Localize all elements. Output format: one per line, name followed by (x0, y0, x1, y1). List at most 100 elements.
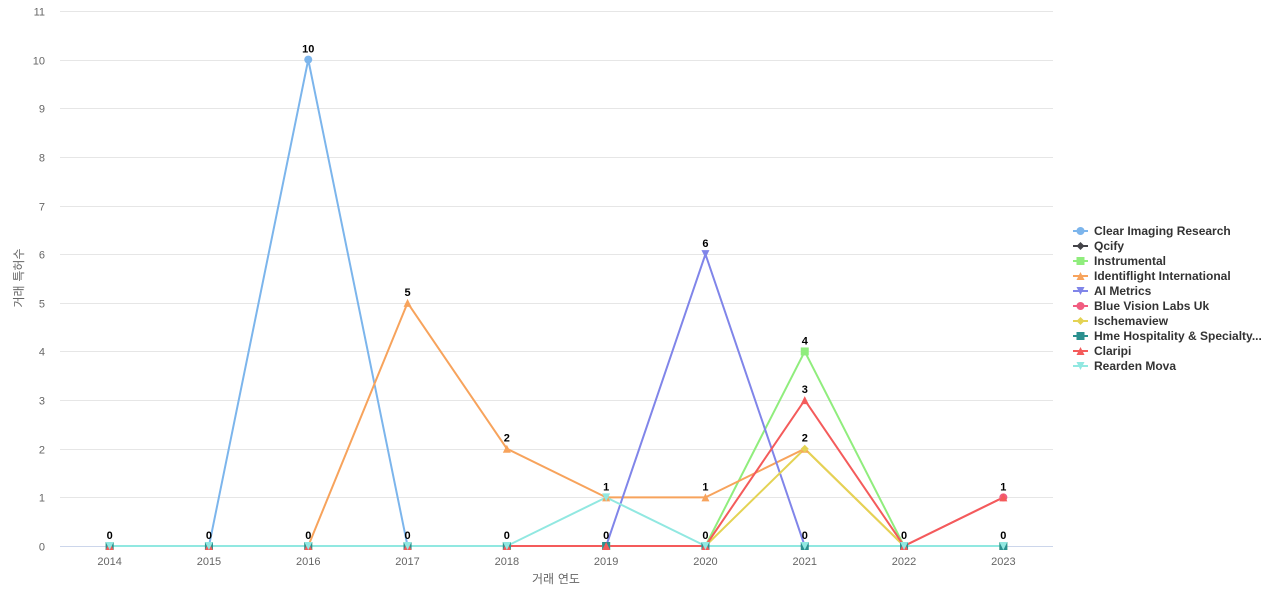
y-tick-label-2: 2 (39, 445, 45, 457)
legend-marker-blue-vision-labs-uk (1076, 302, 1085, 310)
legend-label-clear-imaging-research: Clear Imaging Research (1094, 224, 1231, 238)
point-claripi-2019 (602, 542, 611, 550)
data-label-rearden-mova-2018: 0 (504, 530, 510, 542)
legend-item-identiflight-international[interactable]: Identiflight International (1073, 269, 1231, 283)
data-label-ai-metrics-2020: 6 (702, 238, 708, 250)
point-rearden-mova-2022 (900, 542, 909, 550)
data-label-rearden-mova-2015: 0 (206, 530, 212, 542)
data-label-identiflight-international-2020: 1 (702, 481, 708, 493)
series-lines (108, 58, 1005, 547)
series-line-identiflight-international (108, 301, 1005, 547)
legend-marker-clear-imaging-research (1076, 227, 1085, 235)
legend-label-claripi: Claripi (1094, 344, 1131, 358)
legend-label-hme-hospitality-specialty: Hme Hospitality & Specialty... (1094, 329, 1262, 343)
point-ai-metrics-2020 (701, 250, 710, 259)
x-tick-label-2015: 2015 (197, 556, 221, 568)
legend-marker-hme-hospitality-specialty (1076, 332, 1085, 340)
legend-marker-ischemaview (1076, 317, 1085, 325)
x-tick-label-2020: 2020 (693, 556, 717, 568)
x-tick-label-2016: 2016 (296, 556, 320, 568)
y-tick-label-9: 9 (39, 104, 45, 116)
x-tick-label-2022: 2022 (892, 556, 916, 568)
data-label-identiflight-international-2018: 2 (504, 433, 510, 445)
data-label-claripi-2021: 3 (802, 384, 808, 396)
legend-label-ischemaview: Ischemaview (1094, 314, 1169, 328)
y-tick-label-11: 11 (34, 7, 45, 19)
point-rearden-mova-2015 (204, 542, 213, 550)
x-tick-label-2017: 2017 (395, 556, 419, 568)
data-label-identiflight-international-2017: 5 (404, 287, 410, 299)
x-tick-label-2019: 2019 (594, 556, 618, 568)
data-label-instrumental-2021: 4 (802, 335, 809, 347)
y-axis-title: 거래 특허수 (12, 248, 26, 307)
x-tick-label-2023: 2023 (991, 556, 1015, 568)
point-ischemaview-2021 (800, 444, 809, 453)
y-axis-tick-labels: 0 1 2 3 4 5 6 7 8 9 10 11 (33, 7, 45, 554)
legend-item-ischemaview[interactable]: Ischemaview (1073, 314, 1169, 328)
legend-marker-ai-metrics (1076, 287, 1085, 295)
point-rearden-mova-2018 (502, 542, 511, 550)
legend-label-qcify: Qcify (1094, 239, 1124, 253)
point-identiflight-international-2020 (701, 493, 710, 502)
data-label-clear-imaging-research-2016: 10 (302, 44, 314, 56)
legend-item-ai-metrics[interactable]: AI Metrics (1073, 284, 1152, 298)
series-markers (105, 55, 1008, 550)
point-rearden-mova-2021 (800, 542, 809, 550)
x-tick-label-2014: 2014 (97, 556, 121, 568)
legend: Clear Imaging ResearchQcifyInstrumentalI… (1073, 224, 1262, 373)
x-tick-label-2021: 2021 (793, 556, 817, 568)
point-rearden-mova-2019 (602, 493, 611, 502)
point-instrumental-2021 (800, 347, 809, 356)
legend-marker-identiflight-international (1076, 272, 1085, 280)
data-label-rearden-mova-2014: 0 (107, 530, 113, 542)
legend-item-qcify[interactable]: Qcify (1073, 239, 1124, 253)
y-tick-label-5: 5 (39, 299, 45, 311)
data-label-rearden-mova-2016: 0 (305, 530, 311, 542)
legend-label-identiflight-international: Identiflight International (1094, 269, 1231, 283)
point-clear-imaging-research-2016 (304, 55, 313, 64)
legend-label-blue-vision-labs-uk: Blue Vision Labs Uk (1094, 299, 1209, 313)
x-tick-label-2018: 2018 (495, 556, 519, 568)
y-tick-label-6: 6 (39, 250, 45, 262)
legend-item-rearden-mova[interactable]: Rearden Mova (1073, 359, 1176, 373)
data-label-rearden-mova-2022: 0 (901, 530, 907, 542)
data-label-rearden-mova-2020: 0 (702, 530, 708, 542)
point-rearden-mova-2016 (304, 542, 313, 550)
y-tick-label-4: 4 (39, 347, 45, 359)
point-rearden-mova-2017 (403, 542, 412, 550)
legend-label-ai-metrics: AI Metrics (1094, 284, 1152, 298)
data-label-ai-metrics-2019: 0 (603, 530, 609, 542)
x-axis-tick-labels: 2014 2015 2016 2017 2018 2019 2020 2021 2022 2023 (97, 556, 1015, 568)
legend-item-instrumental[interactable]: Instrumental (1073, 254, 1166, 268)
legend-item-clear-imaging-research[interactable]: Clear Imaging Research (1073, 224, 1231, 238)
legend-marker-claripi (1076, 347, 1085, 355)
grid-lines (60, 11, 1053, 498)
legend-marker-rearden-mova (1076, 362, 1085, 370)
legend-item-claripi[interactable]: Claripi (1073, 344, 1131, 358)
legend-label-instrumental: Instrumental (1094, 254, 1166, 268)
data-label-rearden-mova-2021: 0 (802, 530, 808, 542)
point-claripi-2023 (999, 493, 1008, 502)
legend-label-rearden-mova: Rearden Mova (1094, 359, 1176, 373)
legend-item-blue-vision-labs-uk[interactable]: Blue Vision Labs Uk (1073, 299, 1209, 313)
x-axis-title: 거래 연도 (532, 572, 580, 586)
data-label-identiflight-international-2021: 2 (802, 433, 808, 445)
y-tick-label-1: 1 (39, 493, 45, 505)
y-tick-label-7: 7 (39, 202, 45, 214)
y-tick-label-8: 8 (39, 153, 45, 165)
series-line-rearden-mova (108, 496, 1005, 547)
data-label-rearden-mova-2023: 0 (1000, 530, 1006, 542)
legend-item-hme-hospitality-specialty[interactable]: Hme Hospitality & Specialty... (1073, 329, 1262, 343)
point-identiflight-international-2018 (502, 444, 511, 453)
data-label-rearden-mova-2019: 1 (603, 481, 609, 493)
y-tick-label-0: 0 (39, 542, 45, 554)
point-claripi-2021 (800, 396, 809, 405)
point-rearden-mova-2023 (999, 542, 1008, 550)
y-tick-label-10: 10 (33, 56, 45, 68)
y-tick-label-3: 3 (39, 396, 45, 408)
point-rearden-mova-2020 (701, 542, 710, 550)
point-rearden-mova-2014 (105, 542, 114, 550)
